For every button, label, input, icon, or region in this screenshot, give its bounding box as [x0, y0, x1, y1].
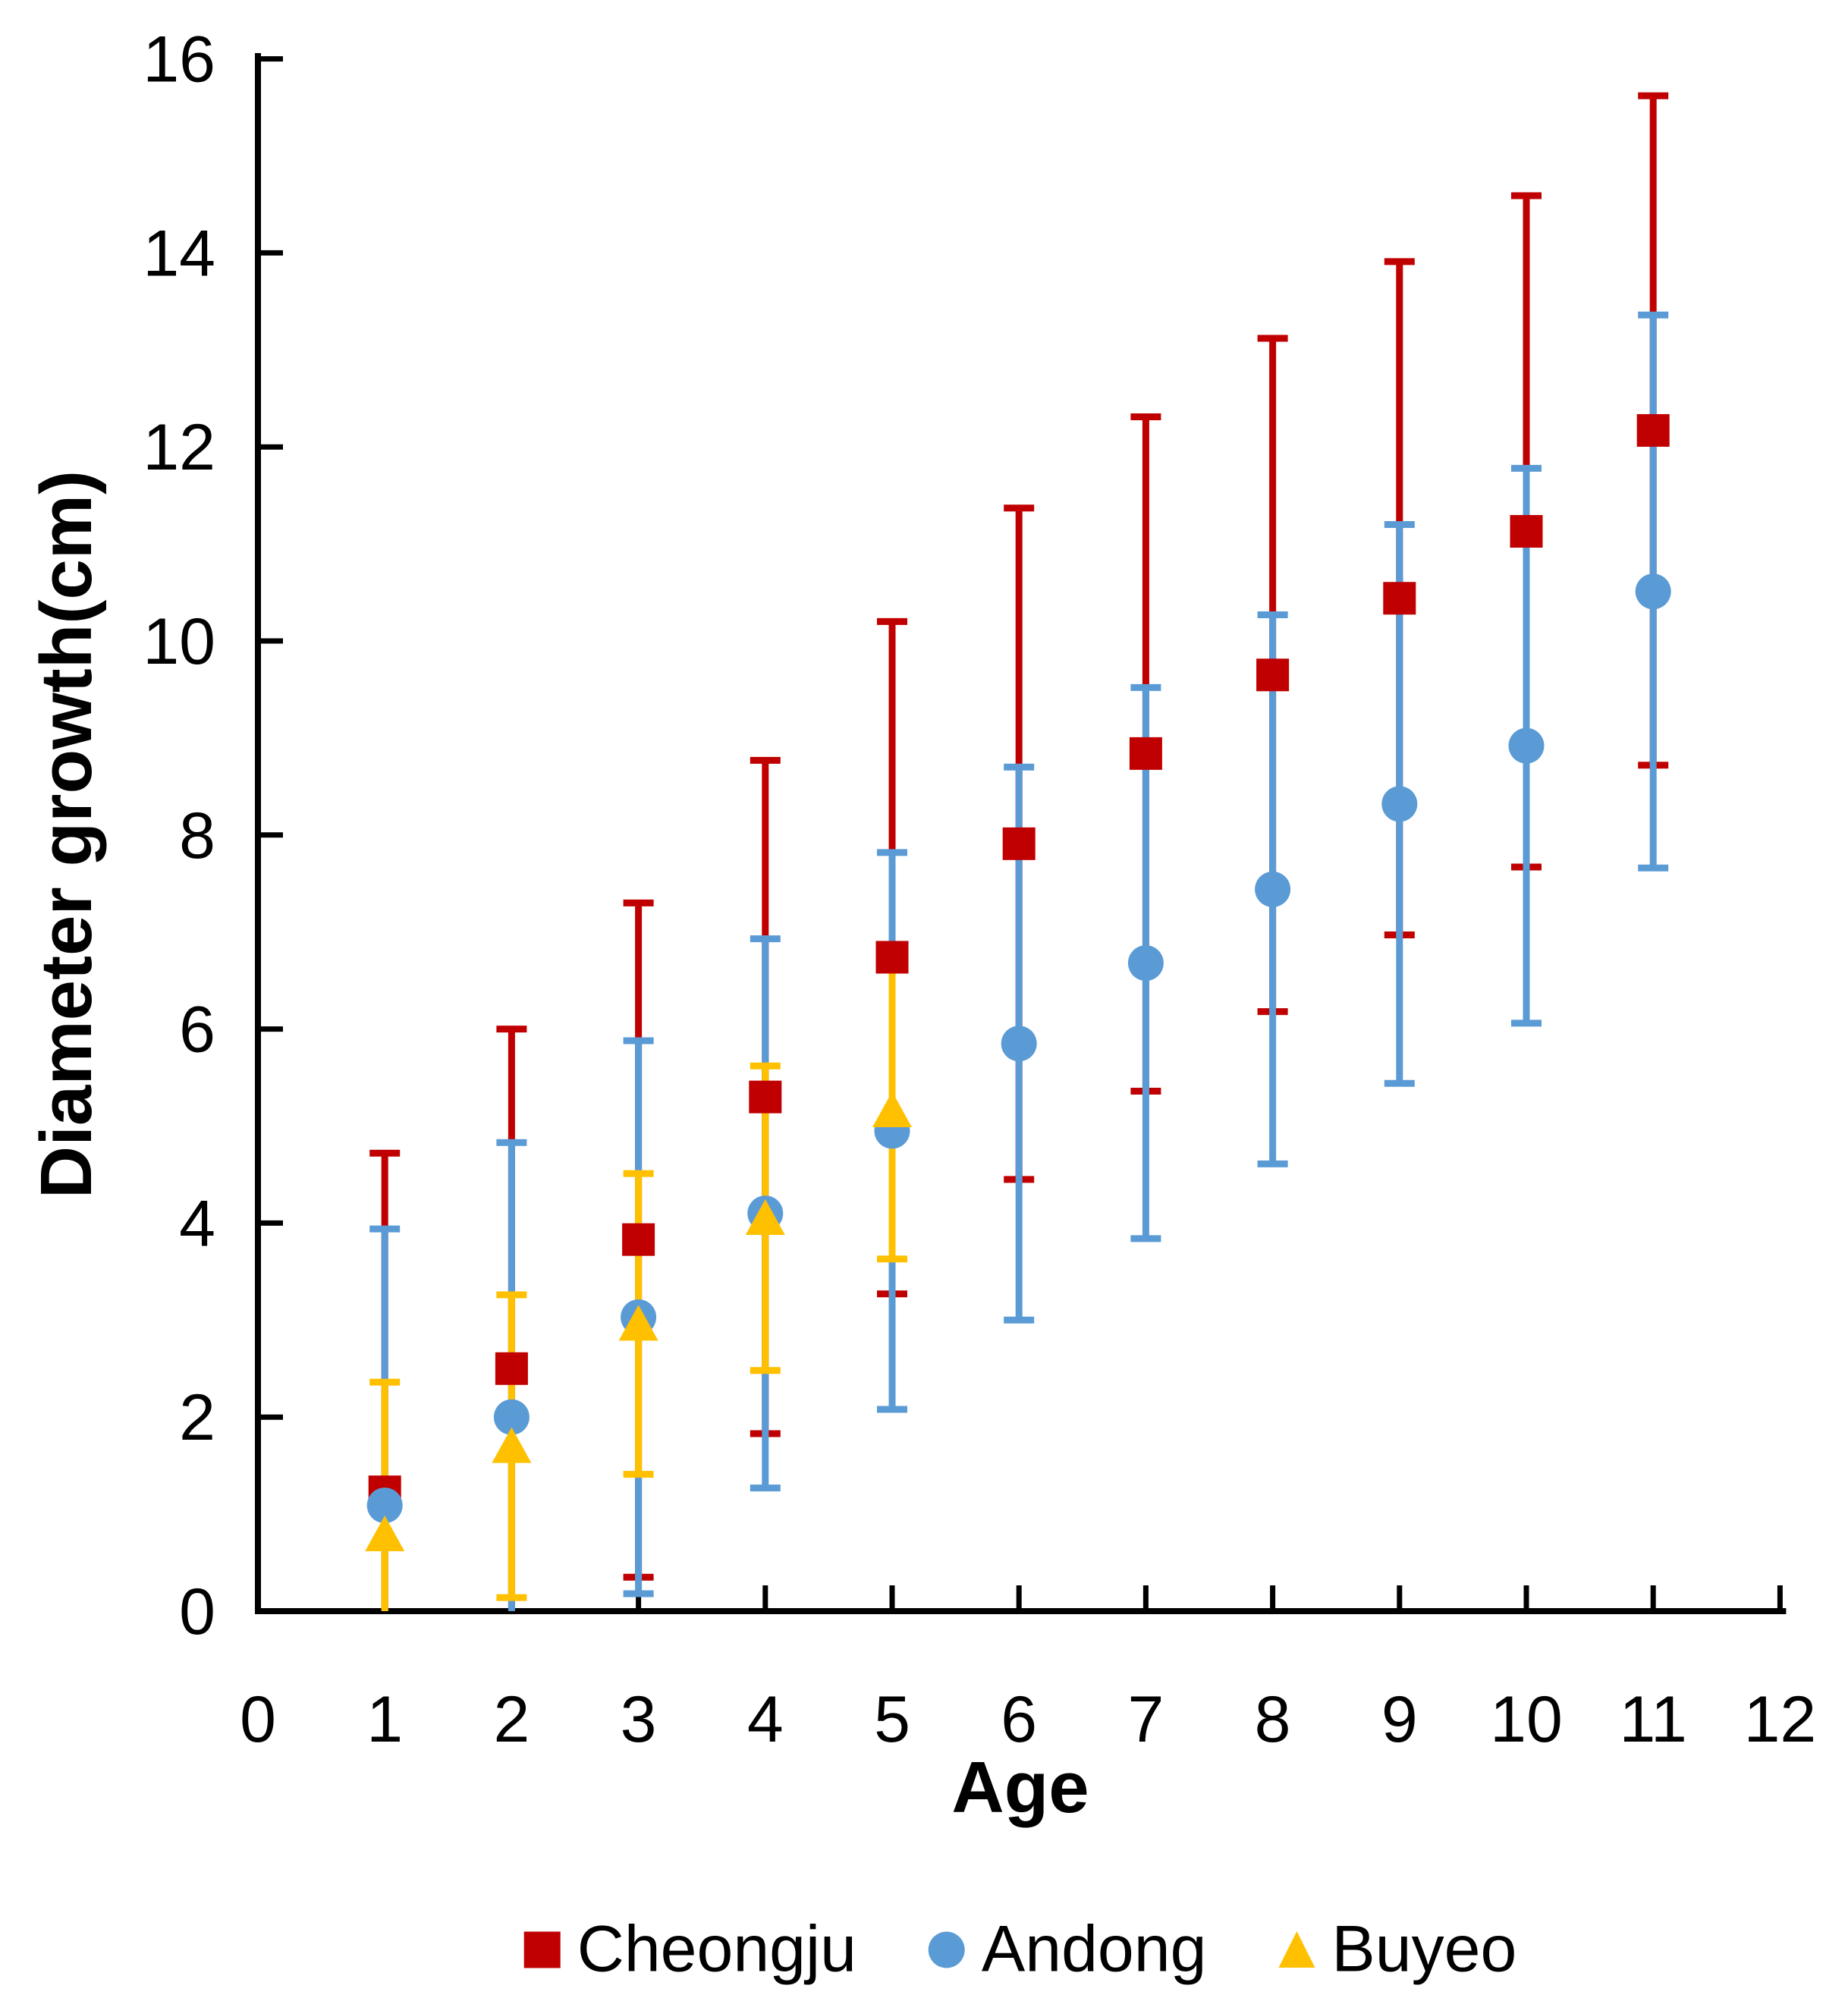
y-tick-label: 0 [179, 1575, 215, 1648]
x-tick-label: 10 [1490, 1683, 1563, 1756]
andong-data-point [1255, 871, 1291, 907]
cheongju-data-point [1636, 413, 1670, 447]
x-tick-label: 5 [874, 1683, 910, 1756]
y-tick-label: 8 [179, 800, 215, 872]
legend-label: Andong [981, 1912, 1207, 1986]
y-tick-label: 12 [143, 411, 215, 484]
y-tick-label: 16 [143, 24, 215, 96]
legend-item-buyeo: Buyeo [1278, 1912, 1516, 1987]
x-tick-label: 11 [1620, 1683, 1687, 1756]
x-tick-label: 2 [493, 1683, 530, 1756]
andong-data-point [1001, 1026, 1037, 1062]
buyeo-data-point [872, 1092, 912, 1128]
andong-data-point [1508, 727, 1545, 764]
andong-data-point [1127, 945, 1164, 982]
andong-data-point [1381, 786, 1418, 822]
y-tick-label: 10 [143, 605, 215, 678]
cheongju-data-point [1129, 737, 1162, 770]
y-axis-title: Diameter growth(cm) [26, 470, 107, 1199]
cheongju-square-icon [523, 1931, 561, 1968]
y-tick-label: 14 [143, 217, 215, 290]
x-tick-label: 4 [747, 1683, 784, 1756]
y-tick-label: 4 [179, 1187, 215, 1260]
x-tick-label: 9 [1381, 1683, 1418, 1756]
buyeo-triangle-icon [1278, 1931, 1315, 1968]
x-tick-label: 8 [1255, 1683, 1291, 1756]
x-tick-label: 3 [621, 1683, 657, 1756]
cheongju-data-point [495, 1352, 528, 1385]
legend-item-andong: Andong [928, 1912, 1207, 1987]
y-tick-label: 2 [179, 1381, 215, 1454]
x-axis-title: Age [951, 1747, 1089, 1828]
cheongju-data-point [622, 1223, 655, 1256]
cheongju-data-point [1383, 582, 1416, 615]
buyeo-data-point [745, 1199, 785, 1236]
x-tick-label: 6 [1001, 1683, 1037, 1756]
legend-label: Buyeo [1331, 1912, 1517, 1986]
andong-data-point [493, 1399, 530, 1435]
buyeo-data-point [492, 1427, 532, 1463]
cheongju-data-point [1510, 514, 1543, 548]
buyeo-data-point [618, 1305, 658, 1341]
cheongju-data-point [1002, 827, 1036, 860]
andong-data-point [366, 1488, 403, 1524]
andong-data-point [1635, 573, 1671, 610]
x-tick-label: 12 [1744, 1683, 1817, 1756]
x-tick-label: 1 [366, 1683, 403, 1756]
x-tick-label: 0 [240, 1683, 276, 1756]
andong-circle-icon [928, 1931, 965, 1968]
legend: Cheongju Andong Buyeo [523, 1912, 1516, 1987]
buyeo-data-point [365, 1515, 405, 1551]
x-tick-label: 7 [1127, 1683, 1164, 1756]
legend-label: Cheongju [577, 1912, 856, 1986]
cheongju-data-point [749, 1080, 782, 1114]
y-tick-label: 6 [179, 994, 215, 1067]
legend-item-cheongju: Cheongju [523, 1912, 856, 1987]
cheongju-data-point [875, 941, 909, 974]
cheongju-data-point [1256, 658, 1290, 692]
